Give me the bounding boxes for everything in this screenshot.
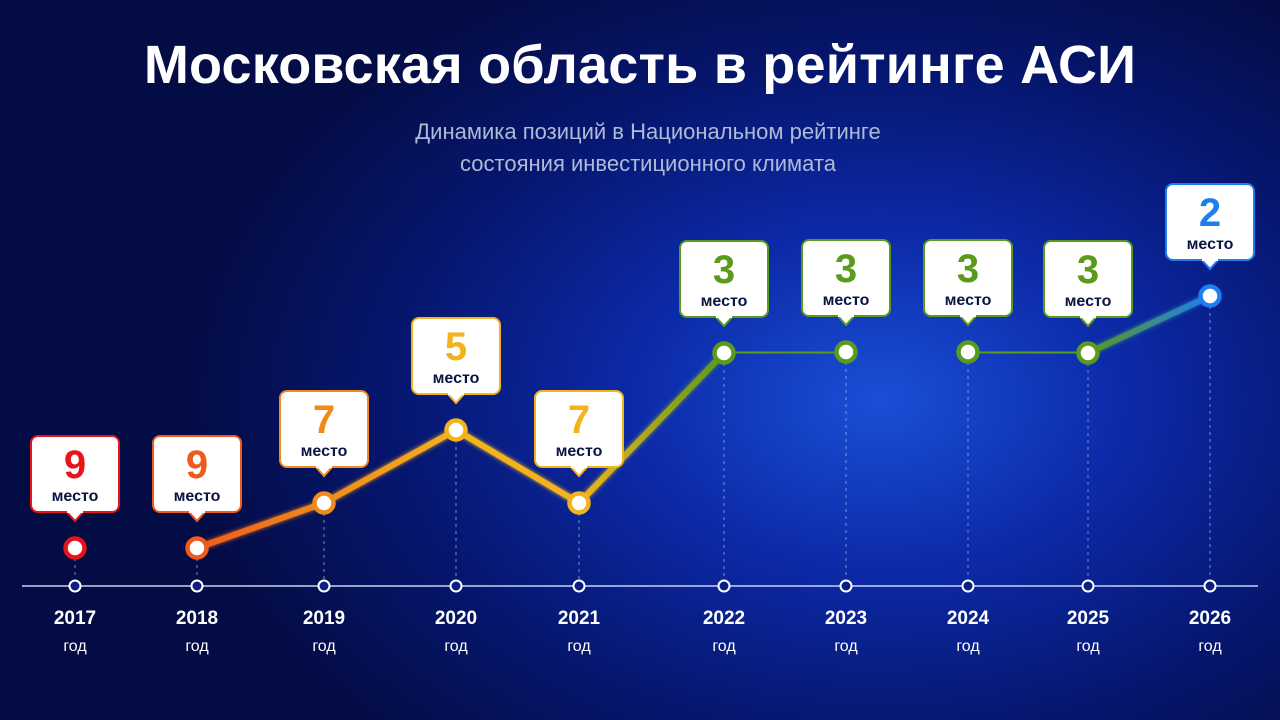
x-tick-label: 2019: [303, 608, 345, 629]
axis-tick-marker: [572, 579, 586, 593]
x-unit-label: год: [567, 638, 591, 655]
data-point: [712, 341, 736, 365]
data-label-value: 7: [568, 398, 590, 442]
data-label-unit: место: [301, 443, 348, 460]
subtitle-line-1: Динамика позиций в Национальном рейтинге: [415, 119, 881, 144]
data-label-value: 3: [1077, 248, 1099, 292]
data-label-value: 2: [1199, 191, 1221, 235]
data-label-value: 3: [957, 247, 979, 291]
page-subtitle: Динамика позиций в Национальном рейтинге…: [0, 116, 1280, 180]
x-unit-label: год: [712, 638, 736, 655]
callout-seam: [189, 509, 205, 513]
data-label-value: 5: [445, 325, 467, 369]
x-unit-label: год: [1198, 638, 1222, 655]
x-tick-label: 2021: [558, 608, 601, 629]
data-label-unit: место: [701, 293, 748, 310]
series-line-segment: [1085, 293, 1213, 356]
x-tick-label: 2017: [54, 608, 96, 629]
data-point: [1076, 341, 1100, 365]
data-label-unit: место: [433, 370, 480, 387]
data-label-unit: место: [556, 443, 603, 460]
data-label-unit: место: [52, 488, 99, 505]
callout-seam: [448, 391, 464, 395]
callout-seam: [838, 313, 854, 317]
data-point: [567, 491, 591, 515]
callout-seam: [716, 314, 732, 318]
callout-seam: [1080, 314, 1096, 318]
axis-tick-marker: [839, 579, 853, 593]
axis-tick-marker: [961, 579, 975, 593]
series-line-segment: [721, 349, 849, 356]
x-unit-label: год: [312, 638, 336, 655]
series-line-segment: [194, 500, 327, 551]
axis-tick-marker: [1081, 579, 1095, 593]
x-tick-label: 2022: [703, 608, 745, 629]
data-label-value: 9: [64, 443, 86, 487]
axis-tick-marker: [190, 579, 204, 593]
series-line-segment: [576, 350, 727, 506]
data-label-unit: место: [174, 488, 221, 505]
data-point: [63, 536, 87, 560]
subtitle-line-2: состояния инвестиционного климата: [460, 151, 836, 176]
data-point: [956, 340, 980, 364]
data-label-value: 3: [835, 247, 857, 291]
x-tick-label: 2023: [825, 608, 867, 629]
x-unit-label: год: [185, 638, 209, 655]
x-unit-label: год: [1076, 638, 1100, 655]
axis-tick-marker: [717, 579, 731, 593]
page-title: Московская область в рейтинге АСИ: [143, 35, 1137, 95]
x-unit-label: год: [444, 638, 468, 655]
data-label-value: 7: [313, 398, 335, 442]
x-unit-label: год: [956, 638, 980, 655]
data-point: [312, 491, 336, 515]
callout-seam: [571, 464, 587, 468]
data-point: [185, 536, 209, 560]
data-label-value: 3: [713, 248, 735, 292]
data-label-unit: место: [823, 292, 870, 309]
data-label-unit: место: [1065, 293, 1112, 310]
callout-seam: [316, 464, 332, 468]
data-label-value: 9: [186, 443, 208, 487]
x-unit-label: год: [834, 638, 858, 655]
axis-tick-marker: [317, 579, 331, 593]
x-unit-label: год: [63, 638, 87, 655]
axis-tick-marker: [1203, 579, 1217, 593]
series-line-segment: [965, 349, 1091, 356]
x-tick-label: 2024: [947, 608, 990, 629]
callout-seam: [67, 509, 83, 513]
data-point: [834, 340, 858, 364]
x-tick-label: 2026: [1189, 608, 1231, 629]
data-label-unit: место: [945, 292, 992, 309]
axis-tick-marker: [68, 579, 82, 593]
series-line-segment: [321, 427, 459, 506]
data-point: [1198, 284, 1222, 308]
x-tick-label: 2018: [176, 608, 218, 629]
x-tick-label: 2020: [435, 608, 477, 629]
data-label-unit: место: [1187, 236, 1234, 253]
axis-tick-marker: [449, 579, 463, 593]
series-line-segment: [453, 427, 582, 506]
data-point: [444, 418, 468, 442]
x-tick-label: 2025: [1067, 608, 1110, 629]
callout-seam: [1202, 257, 1218, 261]
callout-seam: [960, 313, 976, 317]
